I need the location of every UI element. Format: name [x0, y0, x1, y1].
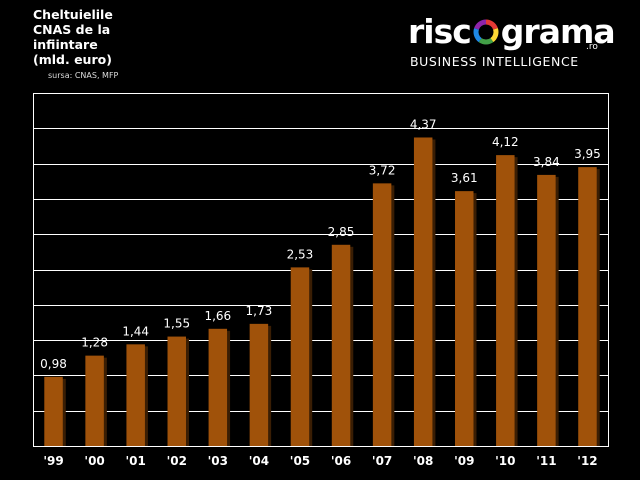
source-note: sursa: CNAS, MFP — [48, 71, 119, 80]
data-label: 1,55 — [163, 317, 190, 331]
bar — [496, 155, 515, 447]
data-label: 3,72 — [369, 163, 396, 177]
logo-word-start: risc — [408, 12, 472, 51]
logo-subtitle: BUSINESS INTELLIGENCE — [410, 54, 579, 69]
chart-title-line: infiintare — [33, 37, 98, 52]
chart-title-line: Cheltuielile — [33, 7, 113, 22]
x-tick-label: '10 — [495, 454, 515, 468]
bar — [249, 323, 269, 446]
bar — [85, 355, 104, 446]
logo-ring-segment — [473, 28, 482, 43]
logo-tld: .ro — [586, 42, 598, 52]
x-tick-label: '02 — [167, 454, 187, 468]
bar — [167, 336, 186, 446]
logo-word-end: grama — [500, 12, 616, 51]
bar — [126, 344, 145, 446]
logo-ring-segment — [485, 19, 498, 30]
x-tick-label: '05 — [290, 454, 310, 468]
bar — [578, 167, 597, 446]
data-label: 1,44 — [122, 324, 149, 338]
bar — [413, 137, 433, 446]
bar — [455, 191, 474, 446]
data-label: 1,73 — [246, 304, 273, 318]
logo-word: risc grama — [408, 12, 616, 52]
data-label: 4,12 — [492, 135, 519, 149]
chart-title: Cheltuielile CNAS de la infiintare (mld.… — [33, 7, 143, 67]
data-label: 1,66 — [204, 309, 231, 323]
logo-ring-icon — [471, 12, 501, 52]
data-label: 1,28 — [81, 336, 108, 350]
x-tick-label: '01 — [125, 454, 145, 468]
x-tick-label: '07 — [372, 454, 392, 468]
bar — [208, 328, 228, 446]
x-tick-label: '09 — [454, 454, 474, 468]
x-tick-label: '08 — [413, 454, 433, 468]
riscograma-logo: risc grama .ro BUSINESS INTELLIGENCE — [408, 12, 616, 72]
x-tick-label: '04 — [249, 454, 269, 468]
x-tick-label: '99 — [43, 454, 63, 468]
data-label: 4,37 — [410, 117, 437, 131]
data-label: 2,53 — [287, 247, 314, 261]
bar — [44, 376, 63, 446]
logo-ring-segment — [478, 37, 494, 45]
bar — [331, 244, 351, 446]
data-label: 3,95 — [574, 147, 601, 161]
x-tick-label: '03 — [208, 454, 228, 468]
bar — [290, 267, 310, 446]
bar — [537, 174, 556, 446]
bar — [372, 183, 392, 447]
data-label: 3,84 — [533, 155, 560, 169]
x-tick-label: '11 — [536, 454, 556, 468]
chart-title-line: CNAS de la — [33, 22, 111, 37]
logo-ring-segment — [473, 19, 487, 30]
x-tick-label: '12 — [577, 454, 597, 468]
x-tick-label: '00 — [84, 454, 104, 468]
data-label: 3,61 — [451, 171, 478, 185]
data-label: 0,98 — [40, 357, 67, 371]
x-tick-label: '06 — [331, 454, 351, 468]
logo-ring-segment — [489, 28, 499, 43]
chart-title-line: (mld. euro) — [33, 52, 112, 67]
data-label: 2,85 — [328, 225, 355, 239]
